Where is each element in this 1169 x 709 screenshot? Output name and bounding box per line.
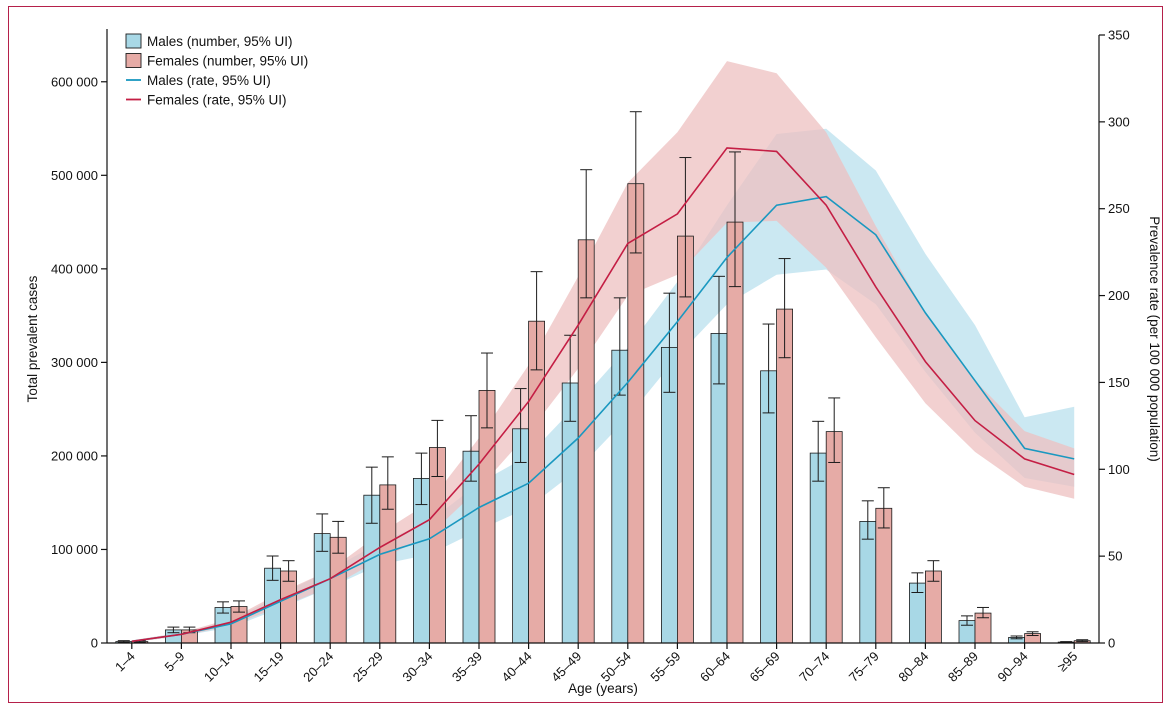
- x-tick-label: 30–34: [399, 649, 435, 685]
- x-tick-label: 35–39: [449, 649, 485, 685]
- error-bar-females: [332, 520, 345, 554]
- left-tick-label: 200 000: [51, 448, 98, 463]
- right-tick-label: 50: [1108, 549, 1122, 564]
- right-tick-label: 250: [1108, 201, 1130, 216]
- legend-label-females-number: Females (number, 95% UI): [147, 54, 308, 69]
- error-bar-females: [828, 397, 841, 463]
- legend: Males (number, 95% UI) Females (number, …: [125, 33, 308, 108]
- females-rate-line: [131, 147, 1075, 643]
- error-bar-females: [580, 169, 593, 299]
- x-tick-label: 15–19: [251, 649, 287, 685]
- x-tick-label: 50–54: [598, 649, 634, 685]
- x-tick-label: 45–49: [548, 649, 584, 685]
- error-bar-males: [1010, 635, 1023, 640]
- error-bar-females: [282, 560, 295, 582]
- bar-females: [776, 308, 793, 644]
- x-axis-title: Age (years): [568, 681, 638, 696]
- x-tick-label: 55–59: [647, 649, 683, 685]
- x-tick-label: ≥95: [1054, 649, 1080, 675]
- left-tick-label: 0: [91, 636, 98, 651]
- error-bar-males: [514, 388, 527, 463]
- error-bar-males: [415, 452, 428, 506]
- right-tick-label: 0: [1108, 636, 1115, 651]
- left-tick-label: 100 000: [51, 542, 98, 557]
- females-rate-band: [131, 61, 1075, 643]
- x-tick-label: 70–74: [796, 649, 832, 685]
- error-bar-males: [217, 601, 229, 614]
- rate-line-group: [131, 147, 1075, 643]
- left-y-axis-title: Total prevalent cases: [25, 275, 40, 402]
- error-bar-males: [465, 415, 477, 482]
- error-bar-males: [713, 275, 725, 385]
- legend-swatch-females-number: [125, 53, 142, 68]
- rate-uncertainty-bands: [131, 61, 1075, 643]
- right-tick-label: 150: [1108, 375, 1130, 390]
- bar-males: [561, 382, 579, 644]
- axes-group: [106, 29, 1100, 644]
- prevalence-chart: 0 100 000 200 000 300 000 400 000 500 000 600 …: [25, 28, 1162, 697]
- right-tick-label: 200: [1108, 288, 1130, 303]
- error-bar-females: [431, 419, 444, 478]
- error-bar-males: [861, 500, 874, 540]
- error-bar-males: [1060, 641, 1073, 644]
- error-bar-males: [961, 615, 973, 626]
- bar-females: [925, 570, 942, 644]
- x-tick-label: 60–64: [697, 649, 733, 685]
- x-tick-label: 65–69: [747, 649, 783, 685]
- error-bar-males: [911, 572, 924, 593]
- left-tick-label: 400 000: [51, 261, 98, 276]
- right-tick-label: 350: [1108, 28, 1130, 43]
- error-bar-females: [381, 456, 394, 510]
- error-bar-females: [778, 258, 791, 359]
- legend-label-males-rate: Males (rate, 95% UI): [147, 73, 271, 88]
- right-tick-label: 300: [1108, 114, 1130, 129]
- x-tick-label: 5–9: [162, 649, 188, 675]
- error-bar-females: [729, 151, 741, 288]
- error-bar-males: [812, 420, 825, 482]
- x-tick-label: 40–44: [499, 649, 535, 685]
- x-tick-label: 90–94: [995, 649, 1031, 685]
- error-bar-females: [530, 271, 543, 371]
- error-bar-females: [927, 560, 940, 582]
- error-bar-females: [977, 606, 989, 619]
- error-bar-males: [663, 292, 676, 393]
- left-tick-label: 600 000: [51, 74, 98, 89]
- error-bar-females: [1026, 631, 1039, 637]
- error-bar-males: [167, 626, 180, 634]
- error-bar-males: [117, 640, 130, 643]
- left-tick-label: 300 000: [51, 355, 98, 370]
- error-bar-females: [1076, 639, 1089, 643]
- error-bar-males: [266, 555, 279, 581]
- legend-swatch-males-number: [125, 33, 142, 49]
- error-bar-females: [233, 600, 245, 613]
- males-rate-line: [131, 195, 1075, 643]
- x-tick-label: 1–4: [112, 649, 138, 675]
- x-tick-label: 75–79: [846, 649, 882, 685]
- error-bar-females: [481, 352, 493, 429]
- error-bar-males: [316, 513, 329, 552]
- error-bar-males: [365, 466, 378, 524]
- left-tick-label: 500 000: [51, 168, 98, 183]
- bar-females: [577, 239, 595, 644]
- right-tick-label: 100: [1108, 462, 1130, 477]
- x-tick-label: 10–14: [201, 649, 237, 685]
- x-tick-label: 25–29: [350, 649, 386, 685]
- error-bar-males: [762, 323, 775, 414]
- x-tick-label: 20–24: [300, 649, 336, 685]
- error-bar-females: [679, 157, 692, 298]
- bar-females: [875, 507, 893, 644]
- x-tick-label: 80–84: [895, 649, 931, 685]
- bar-females: [280, 570, 298, 644]
- legend-label-females-rate: Females (rate, 95% UI): [147, 93, 287, 108]
- legend-label-males-number: Males (number, 95% UI): [147, 34, 293, 49]
- error-bar-males: [564, 334, 577, 422]
- bar-females: [825, 431, 843, 644]
- error-bar-females: [629, 111, 642, 254]
- error-bar-females: [877, 487, 890, 529]
- right-y-axis-title: Prevalence rate (per 100 000 population): [1147, 216, 1162, 461]
- x-tick-label: 85–89: [945, 649, 981, 685]
- chart-frame: 0 100 000 200 000 300 000 400 000 500 000 600 …: [8, 6, 1163, 703]
